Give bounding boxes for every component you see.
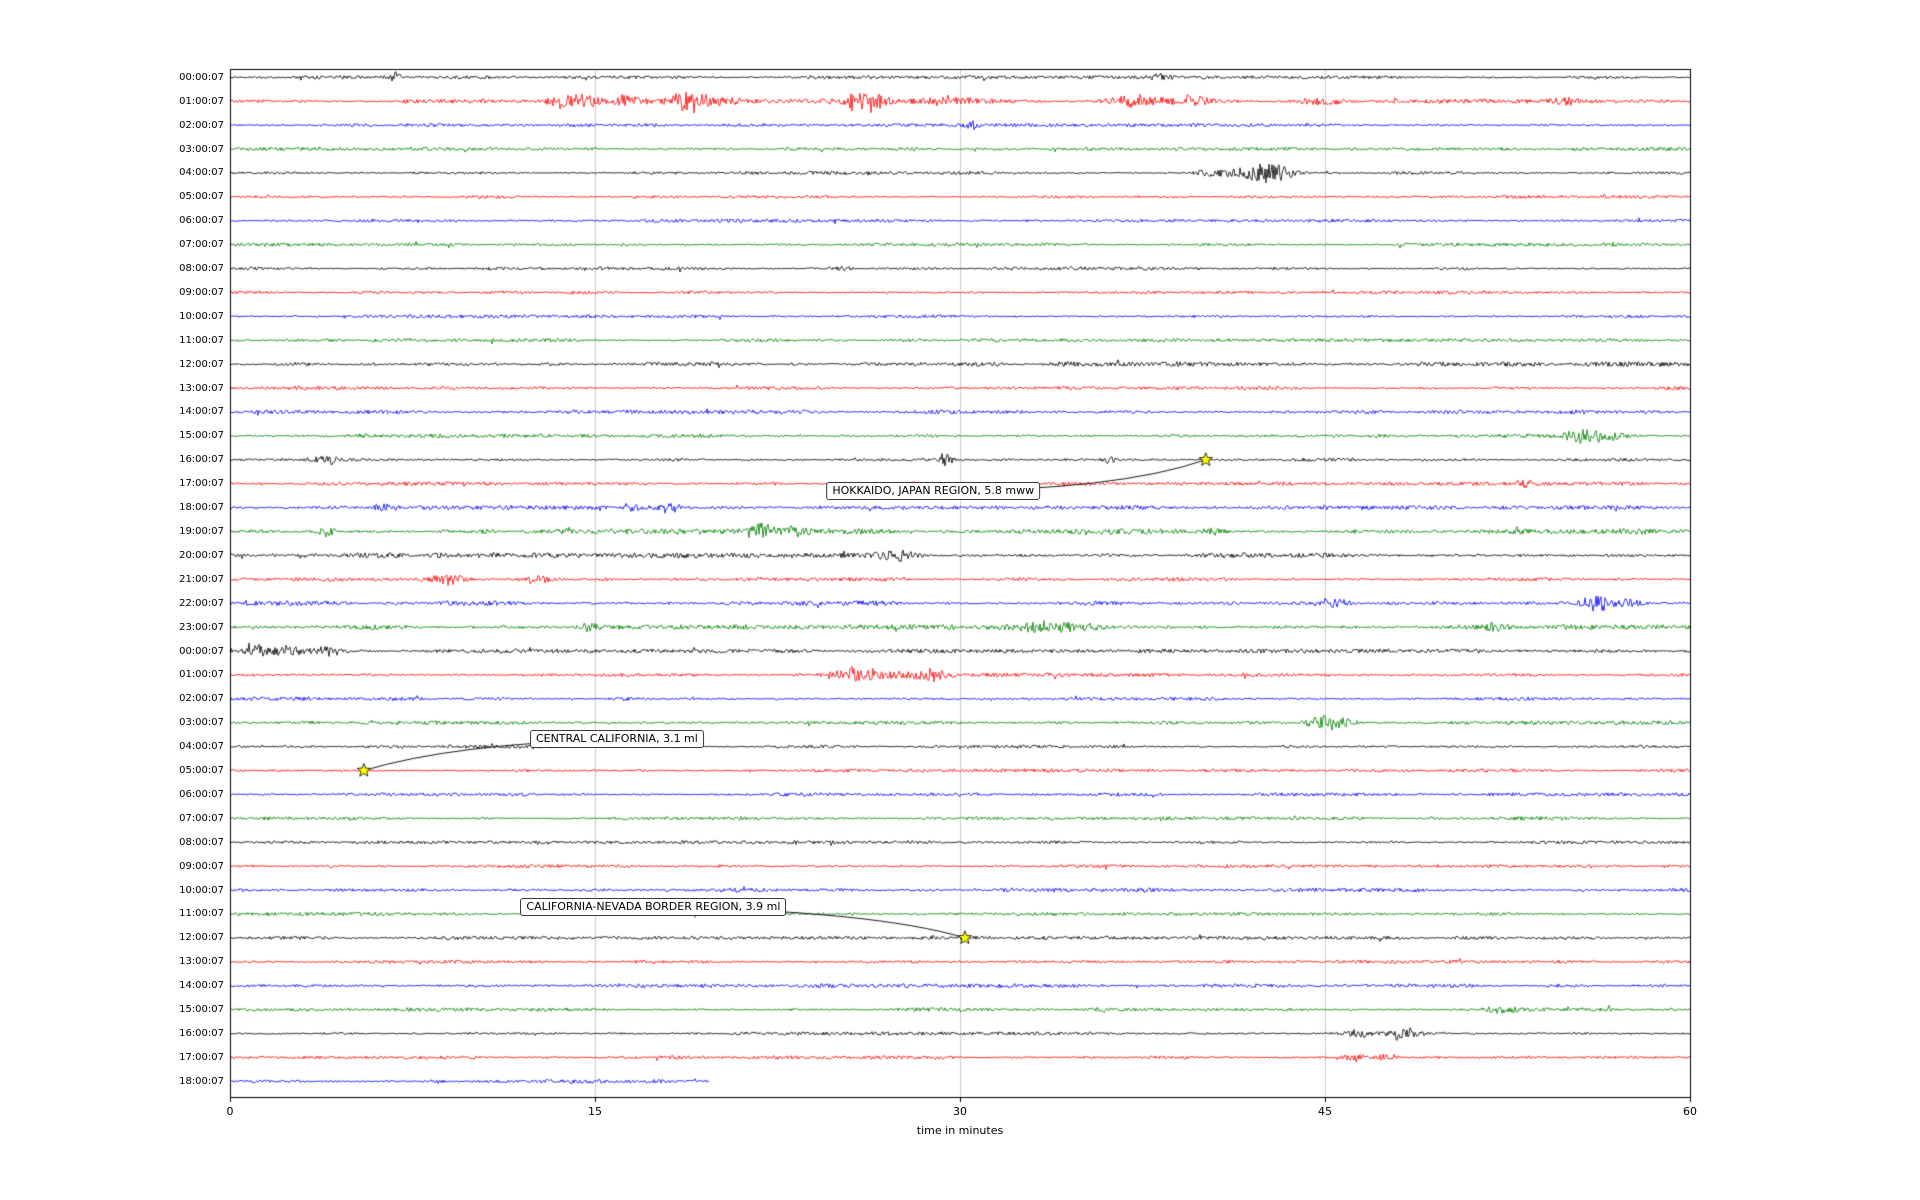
x-tick-label: 60 [1683,1105,1697,1118]
row-time-label: 23:00:07 [179,621,224,633]
row-time-label: 03:00:07 [179,717,224,729]
event-annotation-label: HOKKAIDO, JAPAN REGION, 5.8 mww [826,481,1041,500]
row-time-label: 09:00:07 [179,860,224,872]
row-time-label: 14:00:07 [179,980,224,992]
row-time-label: 06:00:07 [179,215,224,227]
x-tick-label: 0 [226,1105,234,1118]
row-time-label: 00:00:07 [179,71,224,83]
row-time-label: 17:00:07 [179,1051,224,1063]
row-time-label: 01:00:07 [179,95,224,107]
row-time-label: 18:00:07 [179,502,224,514]
row-time-label: 05:00:07 [179,191,224,203]
x-tick-label: 30 [953,1105,967,1118]
row-time-label: 22:00:07 [179,597,224,609]
event-annotation-label: CALIFORNIA-NEVADA BORDER REGION, 3.9 ml [520,897,787,916]
row-time-label: 21:00:07 [179,573,224,585]
row-time-label: 03:00:07 [179,143,224,155]
row-time-label: 19:00:07 [179,525,224,537]
row-time-label: 15:00:07 [179,1004,224,1016]
row-time-label: 04:00:07 [179,741,224,753]
row-time-label: 04:00:07 [179,167,224,179]
row-time-label: 07:00:07 [179,239,224,251]
row-time-label: 12:00:07 [179,358,224,370]
x-axis-label: time in minutes [916,1124,1004,1137]
row-time-label: 02:00:07 [179,119,224,131]
row-time-label: 11:00:07 [179,334,224,346]
row-time-label: 16:00:07 [179,1028,224,1039]
row-time-label: 20:00:07 [179,549,224,561]
row-time-label: 07:00:07 [179,812,224,824]
row-time-label: 18:00:07 [179,1075,224,1087]
event-annotation-label: CENTRAL CALIFORNIA, 3.1 ml [529,730,704,749]
row-time-label: 05:00:07 [179,765,224,777]
row-time-label: 08:00:07 [179,836,224,848]
row-time-label: 10:00:07 [179,884,224,896]
row-time-label: 10:00:07 [179,310,224,322]
row-time-label: 14:00:07 [179,406,224,418]
row-time-label: 02:00:07 [179,693,224,705]
row-time-label: 08:00:07 [179,263,224,275]
row-time-label: 16:00:07 [179,454,224,466]
row-time-label: 17:00:07 [179,478,224,490]
row-time-label: 09:00:07 [179,286,224,298]
row-time-label: 13:00:07 [179,382,224,394]
row-time-label: 06:00:07 [179,788,224,800]
row-time-label: 11:00:07 [179,908,224,920]
row-time-label: 15:00:07 [179,430,224,442]
row-time-label: 12:00:07 [179,932,224,944]
row-time-label: 01:00:07 [179,669,224,681]
x-tick-label: 45 [1318,1105,1332,1118]
row-time-label: 00:00:07 [179,645,224,657]
x-tick-label: 15 [588,1105,602,1118]
row-time-label: 13:00:07 [179,956,224,968]
